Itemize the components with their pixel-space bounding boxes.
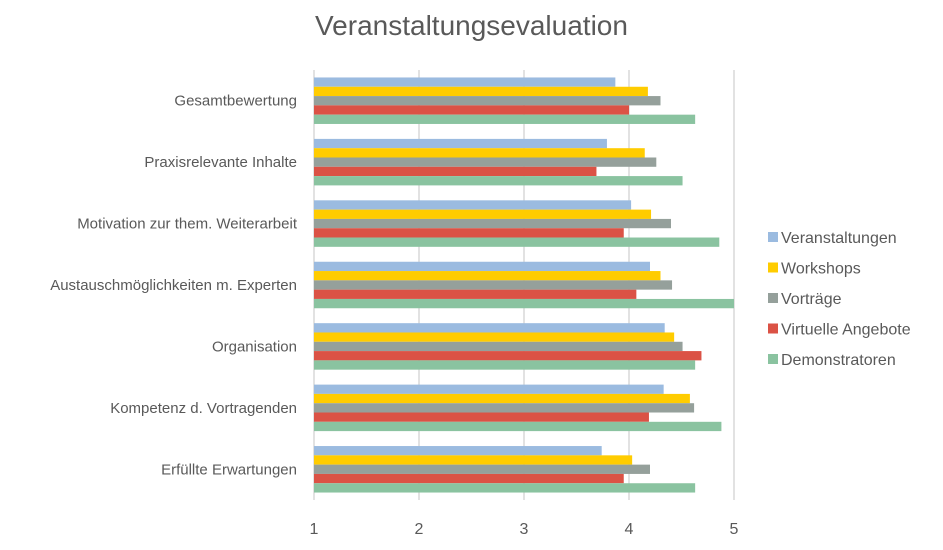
bar [314,157,657,167]
bar [314,384,664,394]
bar [314,200,632,210]
chart-title: Veranstaltungsevaluation [315,10,628,41]
legend-swatch [768,262,778,273]
bar [314,455,633,465]
x-tick-label: 3 [520,521,529,538]
bar [314,446,602,456]
bar [314,483,696,493]
x-tick-label: 1 [310,521,319,538]
legend-swatch [768,323,778,334]
bar [314,261,650,272]
category-label: Austauschmöglichkeiten m. Experten [50,277,297,294]
legend-swatch [768,354,778,364]
legend-label: Workshops [781,261,861,278]
bar [314,218,671,229]
bar [314,114,696,124]
x-tick-label: 5 [730,521,739,538]
bar [314,341,683,352]
x-tick-label: 2 [415,521,424,538]
bar [314,464,650,474]
bar [314,323,665,333]
bar [314,271,661,281]
bar [314,209,652,219]
category-label: Organisation [212,338,297,355]
legend-label: Veranstaltungen [781,230,897,247]
legend-label: Virtuelle Angebote [781,322,911,339]
bar [314,77,616,87]
bar [314,473,624,484]
bar [314,96,661,106]
legend-swatch [768,293,778,303]
legend-label: Vorträge [781,291,842,308]
bar [314,393,690,404]
bar [314,351,702,361]
x-tick-label: 4 [625,521,634,538]
bar [314,148,645,158]
bar [314,360,696,370]
bar [314,105,629,115]
bar [314,403,695,413]
bar [314,289,637,299]
bar [314,412,649,422]
category-label: Motivation zur them. Weiterarbeit [77,216,298,233]
category-label: Erfüllte Erwartungen [161,461,297,478]
category-label: Gesamtbewertung [174,93,297,110]
category-label: Praxisrelevante Inhalte [144,154,297,171]
bar [314,280,673,290]
bar [314,176,683,186]
bar [314,228,624,238]
legend-label: Demonstratoren [781,352,896,369]
bar [314,237,720,247]
bar [314,166,597,177]
bar [314,298,734,309]
bar [314,86,648,97]
legend-swatch [768,232,778,242]
bar [314,332,675,342]
category-label: Kompetenz d. Vortragenden [110,400,297,417]
bar [314,138,607,149]
bar [314,421,722,432]
